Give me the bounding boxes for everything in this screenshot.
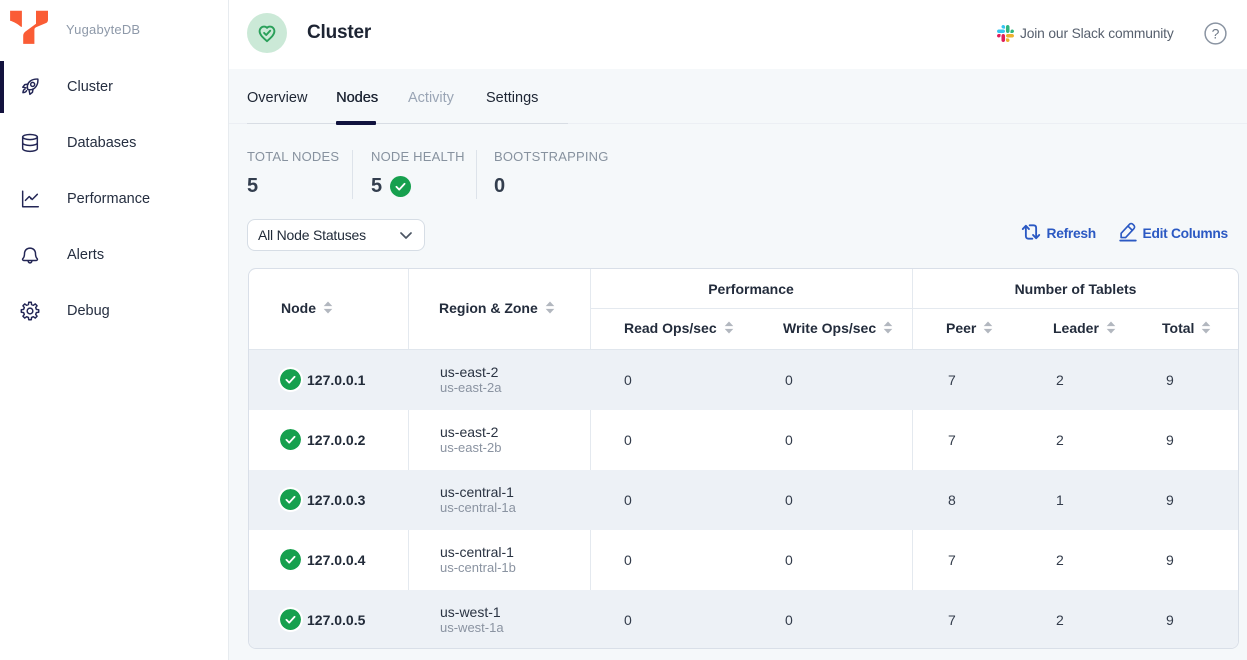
svg-text:?: ? [1212,25,1220,41]
